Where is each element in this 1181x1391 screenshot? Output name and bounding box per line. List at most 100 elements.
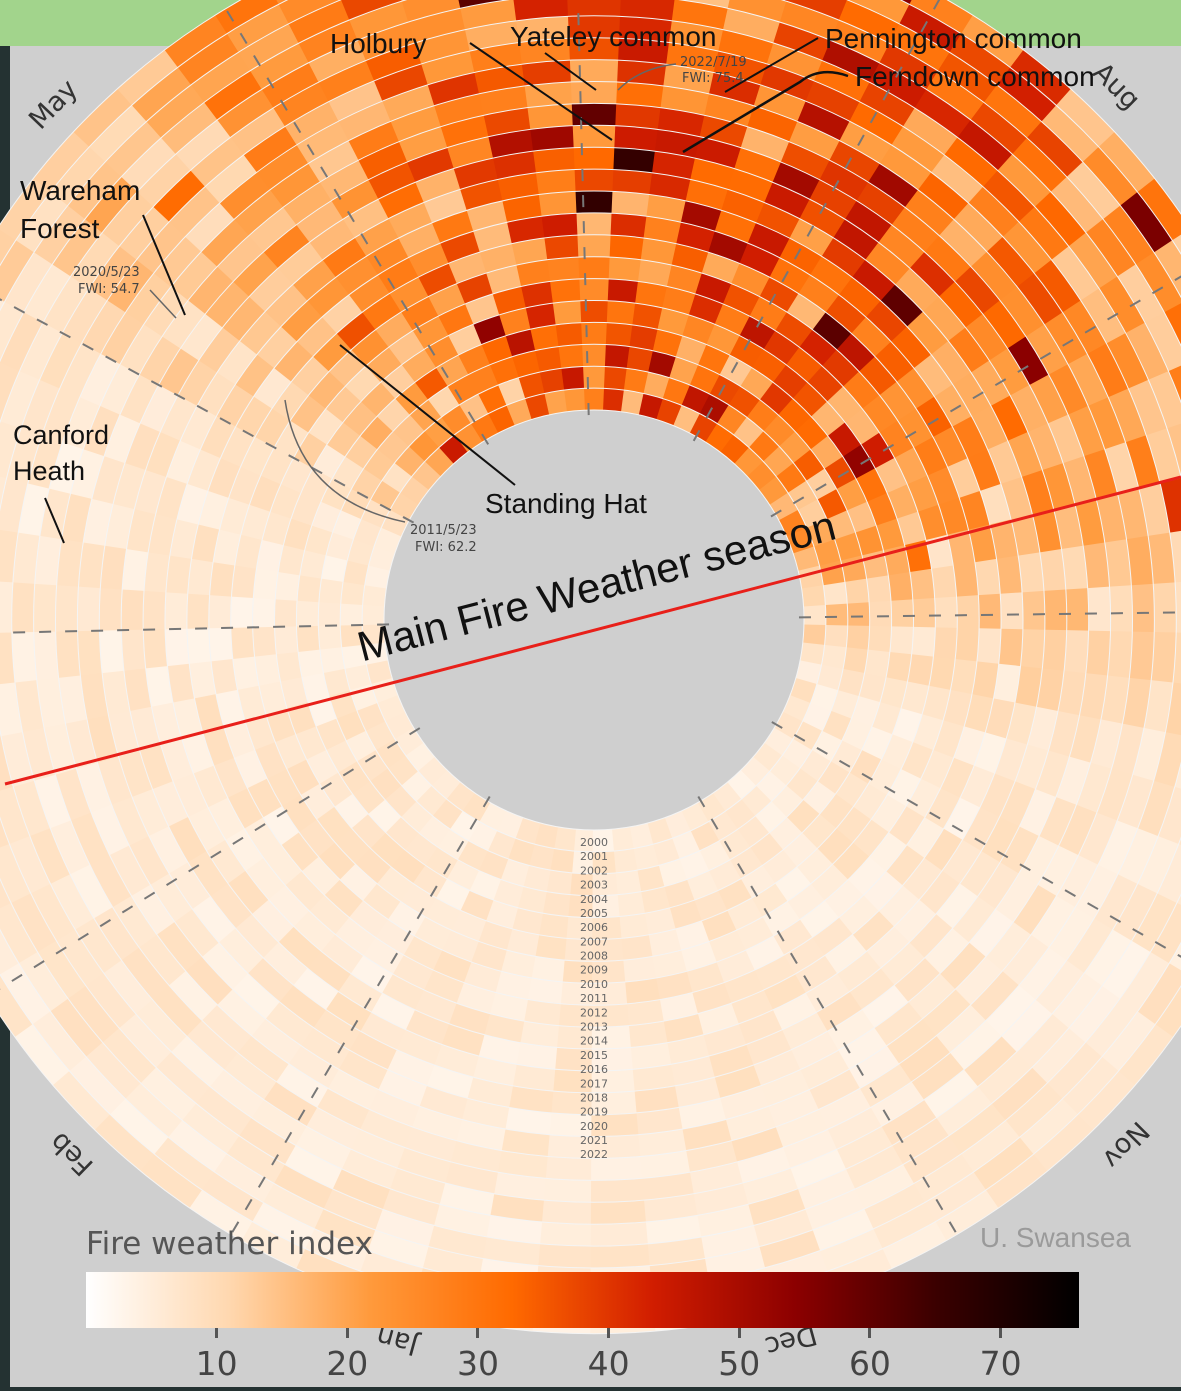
heat-cell [834,532,863,562]
heat-cell [998,781,1036,829]
heat-cell [1011,884,1057,937]
heat-cell [740,126,792,163]
month-boundary [798,611,1181,619]
heat-cell [62,285,109,344]
heat-cell [669,356,700,386]
heat-cell [821,710,852,742]
heat-cell [983,84,1045,141]
heat-cell [546,1112,594,1137]
heat-cell [0,929,19,975]
heat-cell [246,776,283,818]
heat-cell [104,501,135,550]
heat-cell [668,1055,715,1087]
heat-cell [591,1025,631,1049]
heat-cell [0,974,33,1038]
heat-cell [1034,191,1088,249]
heat-cell [137,151,193,207]
heat-cell [61,490,93,543]
heat-cell [591,981,628,1006]
heat-cell [1043,589,1067,633]
month-boundary [576,0,590,416]
heat-cell [868,1081,924,1128]
heat-cell [412,315,450,350]
heat-cell [938,942,986,992]
heat-cell [822,40,883,84]
year-label: 2019 [580,1106,608,1119]
heat-cell [989,519,1019,562]
heat-cell [1153,240,1181,298]
month-label: Aug [1087,57,1146,116]
heat-cell [158,346,201,396]
heat-cell [267,883,310,927]
heat-cell [819,160,871,203]
heat-cell [422,969,464,1004]
heat-cell [950,659,977,697]
heat-cell [769,257,812,295]
heat-cell [81,297,128,354]
heat-cell [802,1189,865,1232]
heat-cell [632,1085,679,1114]
heat-cell [130,882,175,935]
heat-cell [67,159,124,220]
heat-cell [502,1106,552,1135]
heat-cell [846,856,887,897]
heat-cell [947,458,981,500]
heat-cell [136,219,188,274]
heat-cell [315,805,352,843]
heat-cell [921,1171,987,1224]
heat-cell [1014,666,1043,710]
heat-cell [743,935,785,971]
heat-cell [219,495,251,535]
heat-cell [984,698,1015,741]
heat-cell [646,194,688,223]
heat-cell [799,199,848,240]
heat-cell [652,329,684,358]
heat-cell [987,440,1023,487]
heat-cell [366,1088,420,1127]
ring-separators [0,0,1181,1334]
heat-cell [536,1221,594,1247]
heat-cell [150,983,203,1037]
heat-cell [461,792,491,822]
heat-cell [30,1008,87,1071]
heat-cell [1048,364,1090,418]
heat-cell [91,453,126,504]
heat-cell [947,1020,1002,1072]
heat-cell [880,284,925,329]
ring-line [208,234,980,1006]
heat-cell [879,381,918,423]
heat-cell [230,625,255,660]
heat-cell [107,1096,169,1155]
heat-cell [844,200,894,244]
year-label: 2004 [580,893,608,906]
heat-cell [482,1013,525,1043]
heat-cell [492,286,528,315]
ring-line [98,124,1090,1116]
heat-cell [318,577,344,604]
heat-cell [153,1049,211,1104]
heat-cell [957,119,1015,173]
heat-cell [223,1133,285,1184]
heat-cell [484,899,519,929]
heat-cell [663,64,717,95]
heat-cell [34,202,88,265]
heat-cell [48,995,103,1057]
heat-cell [530,125,577,152]
heat-cell [879,677,908,710]
heat-cell [510,907,544,935]
heat-cell [488,404,516,434]
heat-cell [590,1178,645,1203]
heat-cell [191,894,236,943]
heat-cell [1050,973,1103,1031]
heat-cell [568,872,594,896]
heat-cell [824,456,857,491]
heat-cell [527,843,555,871]
heat-cell [933,627,958,661]
heat-cell [255,406,292,448]
heat-cell [999,286,1046,339]
heat-cell [798,274,841,314]
heat-cell [170,249,219,301]
heat-cell [332,509,362,540]
heat-cell [668,20,727,52]
heat-cell [862,395,899,435]
